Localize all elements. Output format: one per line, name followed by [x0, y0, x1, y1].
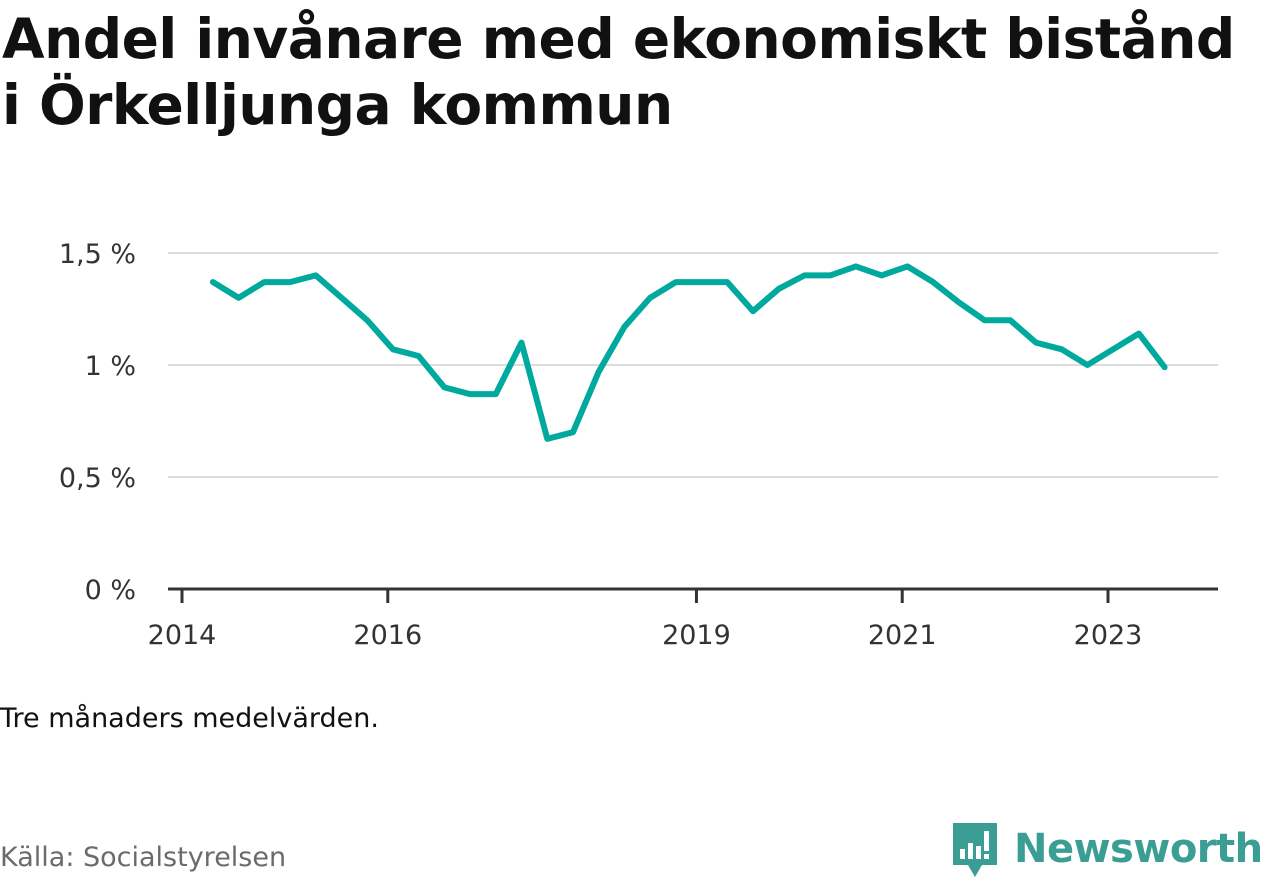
y-axis-tick-labels: 0 % 0,5 % 1 % 1,5 %: [59, 239, 136, 606]
y-tick-label: 0 %: [85, 575, 136, 606]
chart-note: Tre månaders medelvärden.: [0, 703, 379, 734]
x-tick-label: 2014: [148, 620, 217, 651]
y-tick-label: 1 %: [85, 351, 136, 382]
chart-title: Andel invånare med ekonomiskt bistånd i …: [2, 7, 1235, 137]
brand-logo: Newsworthy: [950, 818, 1262, 880]
x-axis: 2014 2016 2019 2021 2023: [148, 589, 1143, 651]
newsworthy-logo-icon: [953, 823, 997, 877]
y-tick-label: 1,5 %: [59, 239, 136, 270]
line-chart: 0 % 0,5 % 1 % 1,5 % 2014 2016 2019 2021 2023: [59, 239, 1218, 651]
data-series-line: [209, 263, 1168, 442]
x-tick-label: 2021: [868, 620, 937, 651]
x-tick-label: 2023: [1074, 620, 1143, 651]
gridlines: [168, 252, 1218, 478]
y-tick-label: 0,5 %: [59, 463, 136, 494]
x-tick-label: 2019: [662, 620, 731, 651]
source-credit: Källa: Socialstyrelsen: [0, 842, 287, 873]
brand-name: Newsworthy: [1014, 826, 1262, 872]
x-tick-label: 2016: [353, 620, 422, 651]
